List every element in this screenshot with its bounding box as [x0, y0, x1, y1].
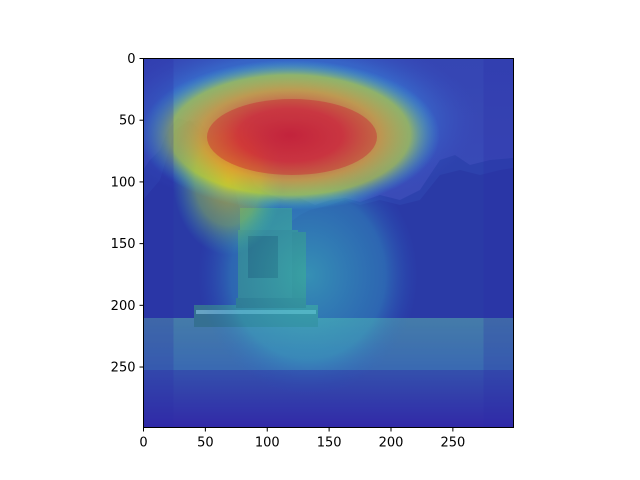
- axes-frame: [143, 58, 514, 428]
- y-tick-label: 250: [111, 361, 136, 376]
- y-tick-label: 150: [111, 237, 136, 252]
- plot-area: [143, 58, 514, 428]
- x-tick-label: 250: [440, 436, 465, 451]
- y-tick-label: 0: [127, 52, 135, 67]
- y-tick-label: 50: [119, 114, 136, 129]
- x-axis: 0 50 100 150 200 250: [139, 427, 465, 451]
- y-tick-label: 100: [111, 175, 136, 190]
- x-tick-label: 150: [317, 436, 342, 451]
- y-axis: 0 50 100 150 200 250: [111, 52, 144, 376]
- x-tick-label: 200: [379, 436, 404, 451]
- heatmap-overlay: [143, 58, 514, 428]
- x-tick-label: 100: [255, 436, 280, 451]
- y-tick-label: 200: [111, 299, 136, 314]
- x-tick-label: 50: [197, 436, 214, 451]
- x-tick-label: 0: [139, 436, 147, 451]
